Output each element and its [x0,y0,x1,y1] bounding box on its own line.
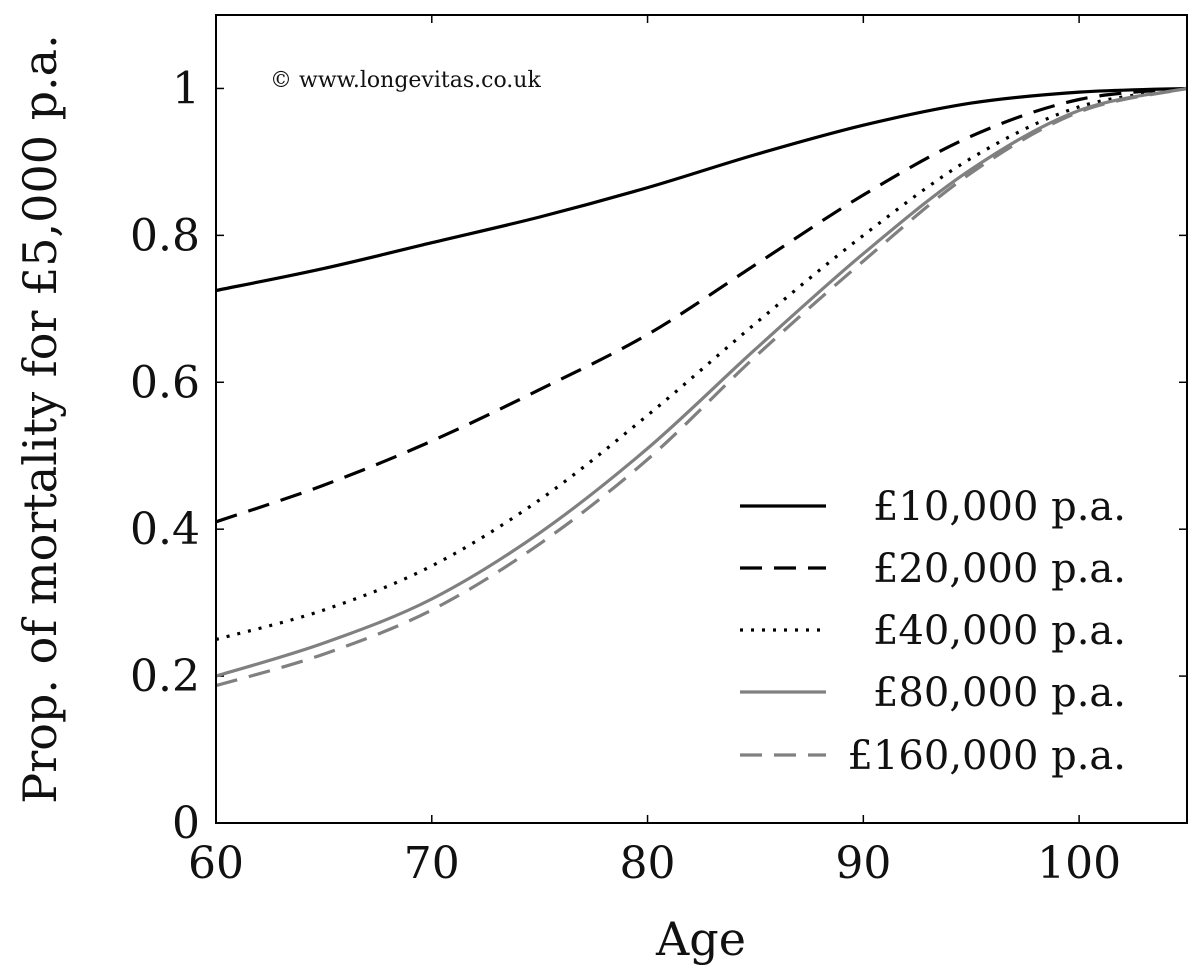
series-lines [215,86,1188,688]
x-tick-label: 90 [835,838,891,889]
y-axis-title: Prop. of mortality for £5,000 p.a. [13,34,67,803]
y-tick-labels: 0 0.2 0.4 0.6 0.8 1 [130,63,200,849]
series-line [215,86,1188,524]
legend-label: £160,000 p.a. [848,733,1126,779]
legend-label: £40,000 p.a. [873,608,1126,654]
series-line [215,86,1188,688]
x-tick-label: 80 [620,838,676,889]
y-tick-label: 0.2 [130,651,200,702]
x-tick-labels: 60 70 80 90 100 [188,838,1121,889]
copyright-annotation: © www.longevitas.co.uk [270,68,541,93]
legend-label: £80,000 p.a. [873,670,1126,716]
y-tick-label: 0 [172,798,200,849]
series-line [215,86,1188,678]
x-tick-label: 100 [1037,838,1121,889]
x-tick-label: 70 [404,838,460,889]
y-tick-label: 0.8 [130,210,200,261]
y-tick-label: 0.6 [130,357,200,408]
legend-label: £20,000 p.a. [873,546,1126,592]
y-tick-label: 1 [172,63,200,114]
plot-frame [215,14,1188,824]
series-line [215,86,1188,641]
legend-label: £10,000 p.a. [873,484,1126,530]
y-tick-label: 0.4 [130,504,200,555]
x-axis-title: Age [655,912,746,966]
x-tick-label: 60 [188,838,244,889]
legend: £10,000 p.a. £20,000 p.a. £40,000 p.a. £80,… [740,484,1126,779]
series-line [215,86,1188,293]
